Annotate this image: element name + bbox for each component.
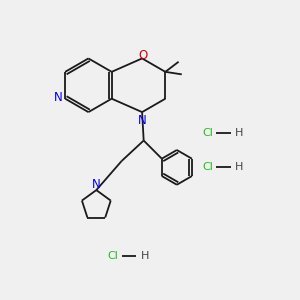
Text: N: N	[92, 178, 101, 191]
Text: H: H	[140, 251, 149, 261]
Text: O: O	[139, 50, 148, 62]
Text: Cl: Cl	[202, 128, 213, 138]
Text: H: H	[235, 128, 244, 138]
Text: H: H	[235, 162, 244, 172]
Text: N: N	[54, 91, 63, 103]
Text: Cl: Cl	[107, 251, 118, 261]
Text: Cl: Cl	[202, 162, 213, 172]
Text: N: N	[138, 113, 146, 127]
